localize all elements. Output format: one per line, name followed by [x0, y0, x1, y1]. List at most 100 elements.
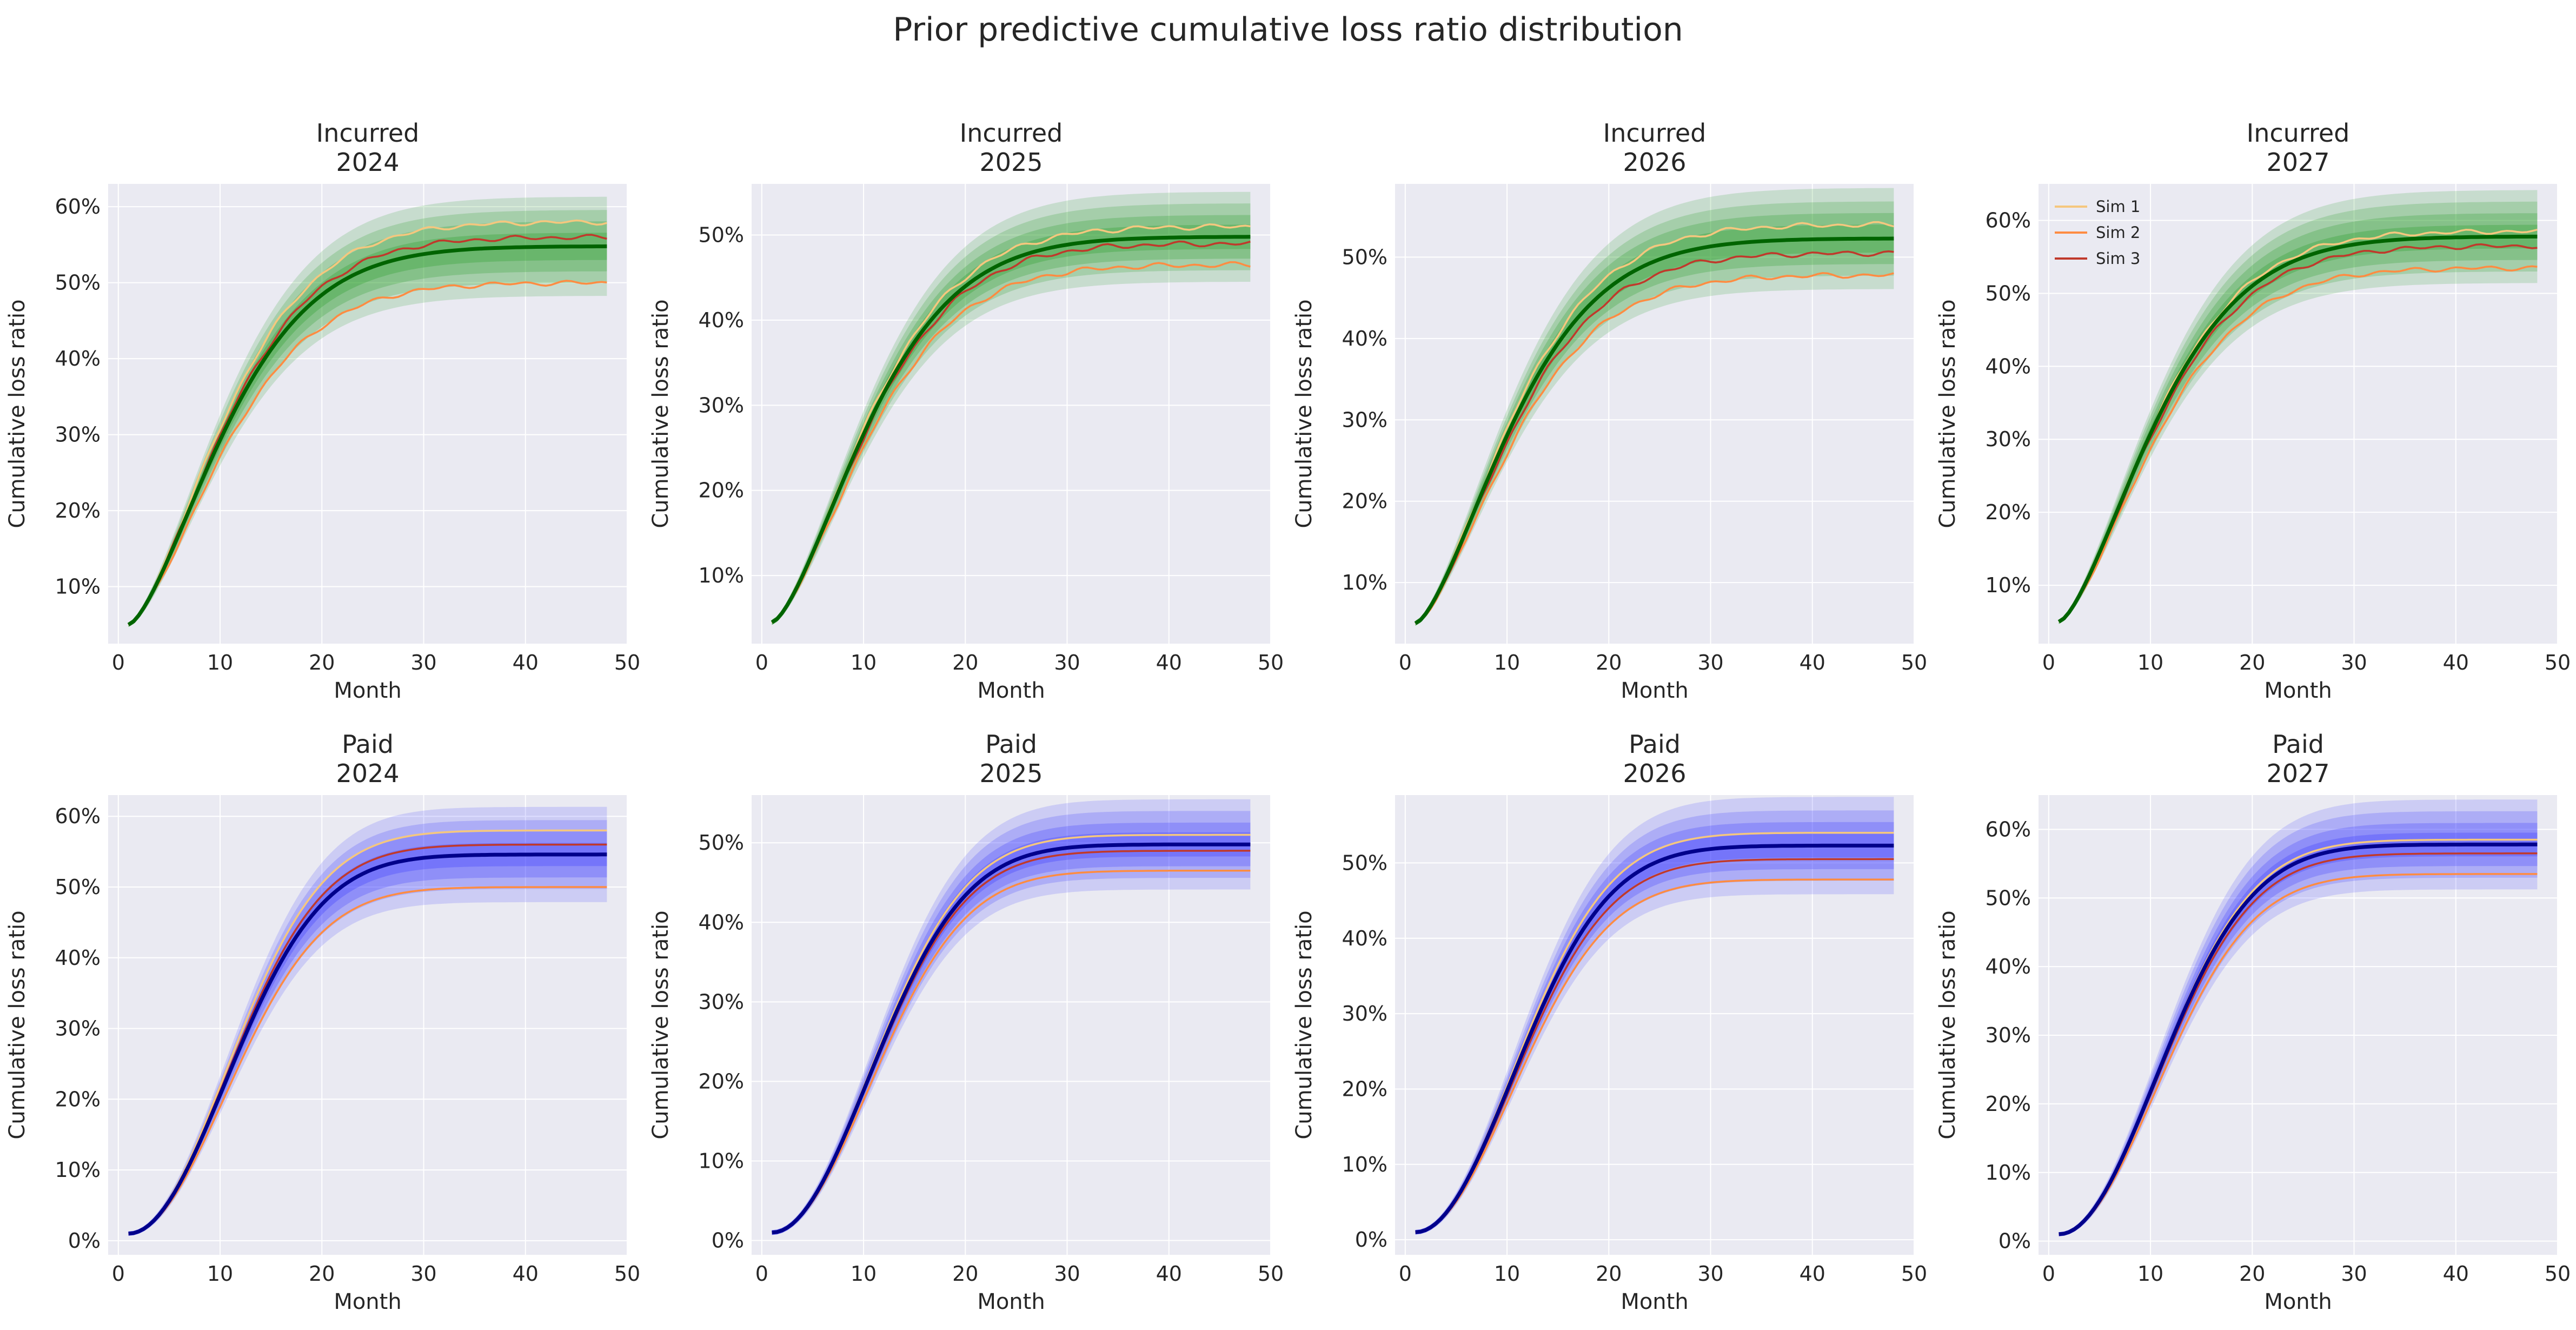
x-tick-label: 30: [1054, 651, 1080, 674]
x-axis-label: Month: [334, 678, 401, 703]
plot-series: [128, 806, 607, 1236]
y-tick-label: 50%: [699, 223, 744, 247]
x-tick-label: 10: [2137, 1262, 2163, 1286]
panel-title-kind: Incurred: [1603, 118, 1707, 148]
y-tick-label: 40%: [1342, 327, 1387, 350]
x-tick-label: 10: [2137, 651, 2163, 674]
x-tick-label: 20: [309, 651, 335, 674]
y-tick-label: 0%: [68, 1229, 101, 1253]
legend-entry: Sim 1: [2096, 197, 2140, 216]
y-tick-label: 40%: [699, 308, 744, 332]
plot-series: [1414, 188, 1894, 626]
x-tick-label: 40: [513, 1262, 539, 1286]
x-tick-label: 50: [2545, 651, 2571, 674]
y-tick-label: 50%: [1342, 245, 1387, 269]
panel-title-kind: Paid: [1629, 730, 1681, 759]
y-tick-label: 10%: [699, 564, 744, 587]
series-sim-3: [1415, 250, 1894, 625]
series-sim-1: [128, 219, 607, 625]
y-tick-label: 20%: [1342, 489, 1387, 513]
y-tick-label: 20%: [699, 1069, 744, 1093]
y-tick-label: 20%: [1986, 500, 2031, 524]
x-axis-label: Month: [2264, 1289, 2332, 1314]
panel-paid-2027: 0 10 20 30 40 50 0% 10% 20% 30% 40% 50% 60% Month Cumu…: [1935, 730, 2571, 1314]
series-sim-2: [2059, 873, 2538, 1235]
panel-paid-2026: 0 10 20 30 40 50 0% 10% 20% 30% 40% 50% Month Cumulat…: [1292, 730, 1927, 1314]
series-sim-2: [128, 280, 607, 626]
x-tick-label: 0: [112, 1262, 125, 1286]
x-tick-label: 20: [1596, 1262, 1622, 1286]
x-tick-label: 10: [207, 651, 233, 674]
y-tick-label: 10%: [55, 575, 101, 599]
uncertainty-band: [772, 191, 1251, 625]
panel-incurred-2027: 0 10 20 30 40 50 10% 20% 30% 40% 50% 60% Month Cumula…: [1935, 118, 2571, 703]
y-tick-label: 30%: [55, 1017, 101, 1041]
panel-title-kind: Incurred: [960, 118, 1063, 148]
y-axis-label: Cumulative loss ratio: [1935, 910, 1960, 1139]
x-tick-label: 30: [2341, 1262, 2367, 1286]
plot-series: [2059, 799, 2538, 1236]
x-tick-label: 50: [614, 1262, 640, 1286]
panel-title-kind: Incurred: [2247, 118, 2350, 148]
series-mean: [2059, 842, 2538, 1236]
panel-title-year: 2026: [1623, 759, 1686, 788]
y-tick-label: 50%: [1342, 851, 1387, 875]
y-tick-label: 40%: [1986, 354, 2031, 378]
x-tick-label: 50: [1901, 1262, 1927, 1286]
y-tick-label: 20%: [55, 499, 101, 522]
plot-area: [2039, 795, 2558, 1255]
y-axis-label: Cumulative loss ratio: [1292, 299, 1317, 528]
panel-incurred-2026: 0 10 20 30 40 50 10% 20% 30% 40% 50% Month Cumulativ…: [1292, 118, 1927, 703]
x-tick-label: 30: [410, 651, 436, 674]
series-mean: [2057, 234, 2538, 624]
series-mean: [1414, 236, 1894, 625]
y-tick-label: 60%: [55, 804, 101, 828]
panel-title-kind: Incurred: [316, 118, 420, 148]
plot-area: [752, 795, 1271, 1255]
x-tick-label: 0: [755, 651, 768, 674]
x-tick-label: 50: [2545, 1262, 2571, 1286]
series-sim-2: [1415, 878, 1894, 1233]
y-tick-label: 60%: [1986, 208, 2031, 232]
x-tick-label: 10: [207, 1262, 233, 1286]
panel-paid-2024: 0 10 20 30 40 50 0% 10% 20% 30% 40% 50% 60% Month Cumu…: [5, 730, 640, 1314]
y-tick-label: 50%: [55, 271, 101, 295]
x-tick-label: 10: [851, 1262, 877, 1286]
y-tick-label: 40%: [1342, 927, 1387, 950]
uncertainty-band: [1415, 822, 1894, 1235]
panel-title-year: 2027: [2266, 148, 2329, 177]
series-sim-1: [1415, 221, 1894, 625]
x-axis-label: Month: [1621, 1289, 1688, 1314]
uncertainty-band: [128, 831, 607, 1236]
x-tick-label: 20: [309, 1262, 335, 1286]
y-tick-label: 50%: [1986, 281, 2031, 305]
y-tick-label: 50%: [1986, 886, 2031, 910]
uncertainty-band: [1415, 201, 1894, 626]
y-tick-label: 50%: [55, 875, 101, 899]
y-tick-label: 30%: [1986, 1023, 2031, 1047]
plot-series: [1415, 797, 1894, 1235]
series-mean: [128, 852, 607, 1236]
uncertainty-band: [772, 822, 1251, 1235]
panel-paid-2025: 0 10 20 30 40 50 0% 10% 20% 30% 40% 50% Month Cumulat…: [648, 730, 1284, 1314]
x-tick-label: 30: [1054, 1262, 1080, 1286]
y-tick-label: 0%: [1999, 1229, 2031, 1253]
y-tick-label: 40%: [55, 347, 101, 370]
series-mean: [772, 842, 1251, 1235]
x-axis-label: Month: [2264, 678, 2332, 703]
x-tick-label: 10: [1494, 651, 1520, 674]
y-tick-label: 60%: [1986, 817, 2031, 841]
x-tick-label: 0: [1399, 651, 1412, 674]
y-tick-label: 10%: [1342, 571, 1387, 594]
x-tick-label: 20: [2239, 651, 2265, 674]
y-tick-label: 20%: [55, 1087, 101, 1111]
x-tick-label: 30: [2341, 651, 2367, 674]
y-tick-label: 50%: [699, 831, 744, 855]
x-tick-label: 50: [1258, 1262, 1284, 1286]
y-axis-label: Cumulative loss ratio: [5, 910, 30, 1139]
uncertainty-band: [2059, 213, 2538, 624]
uncertainty-band: [2059, 201, 2538, 624]
y-tick-label: 0%: [1355, 1228, 1387, 1252]
panel-title-year: 2025: [979, 759, 1043, 788]
